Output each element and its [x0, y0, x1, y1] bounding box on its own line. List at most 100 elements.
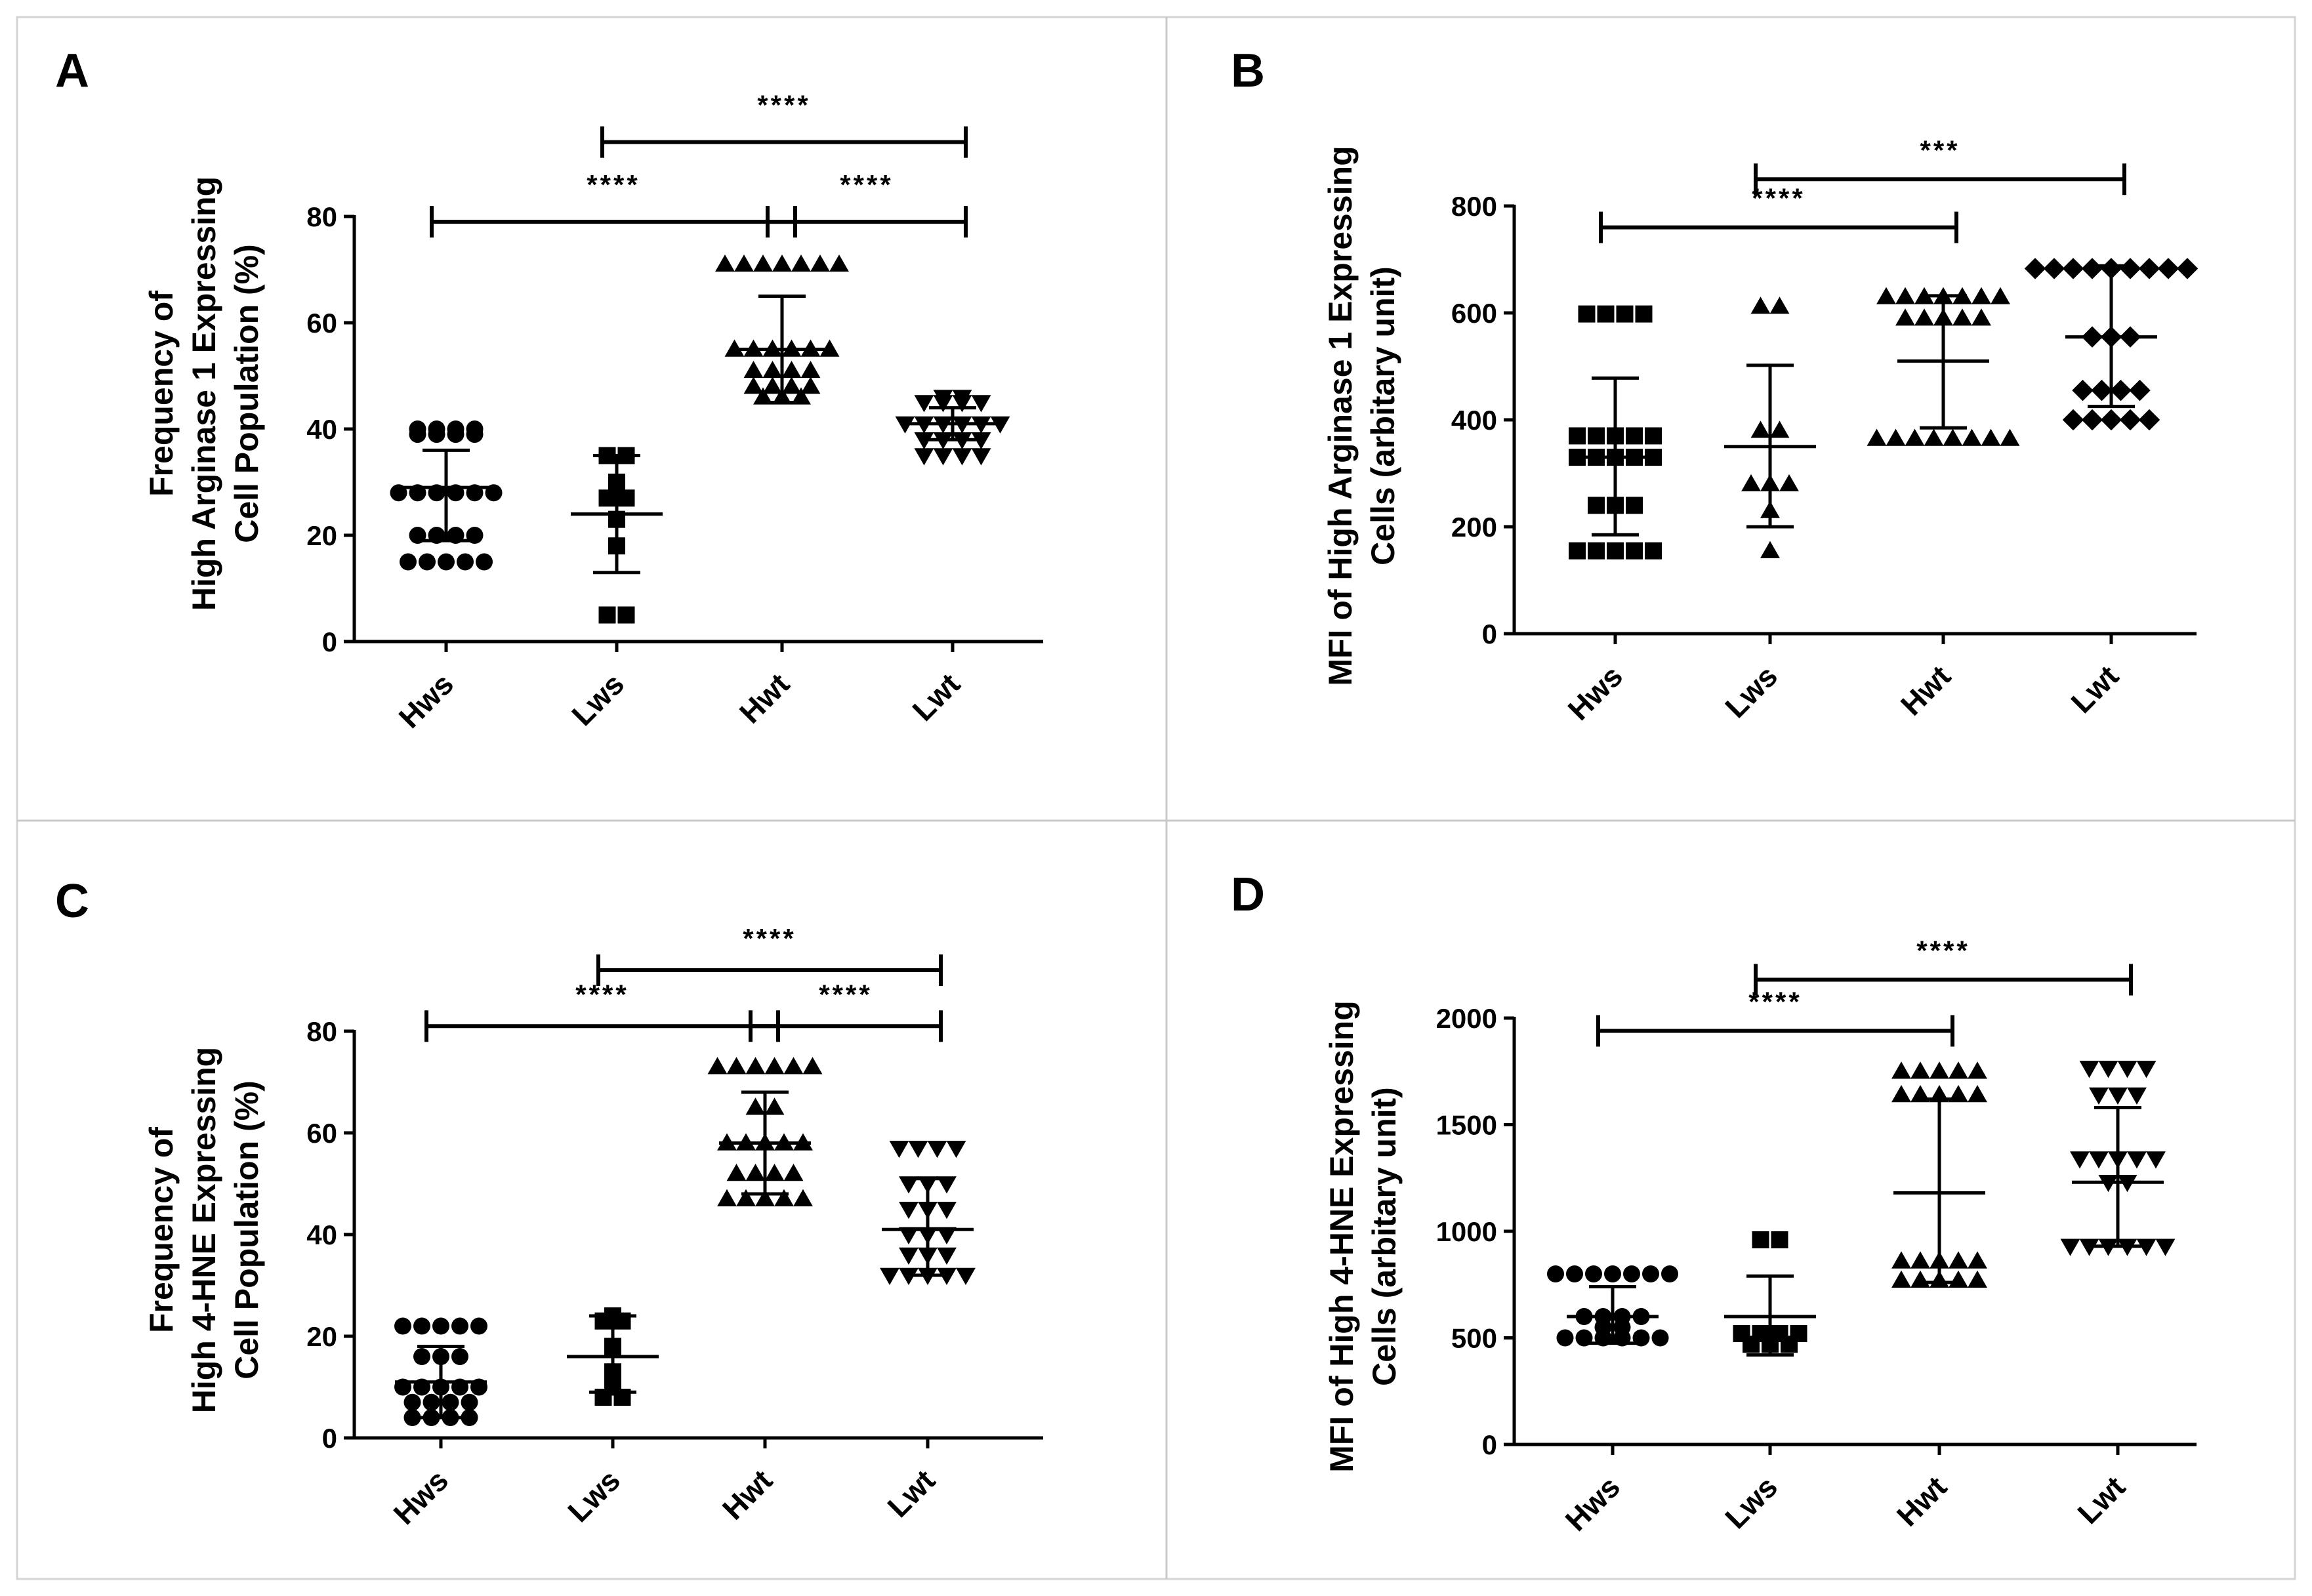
data-point — [783, 1057, 804, 1074]
data-point — [1876, 287, 1896, 304]
data-point — [1910, 1061, 1930, 1079]
data-point — [2119, 409, 2141, 431]
data-point — [1771, 1231, 1788, 1248]
data-point — [956, 1267, 976, 1285]
data-point — [971, 448, 991, 466]
panel-b: B MFI of High Arginase 1 Expressing Cells… — [1231, 45, 2198, 727]
panel-c: C Frequency of High 4-HNE Expressing Cell … — [55, 875, 1043, 1531]
data-point — [466, 527, 484, 544]
data-point — [781, 377, 802, 394]
data-point — [717, 1189, 737, 1206]
data-point — [1971, 287, 1991, 304]
data-point — [715, 254, 735, 272]
data-point — [880, 1267, 899, 1285]
panel-a: A Frequency of High Arginase 1 Expressing… — [55, 45, 1043, 735]
data-point — [2129, 379, 2151, 401]
data-point — [2110, 379, 2132, 401]
data-point — [1891, 1251, 1911, 1269]
data-point — [1968, 1251, 1987, 1269]
y-tick-label: 0 — [322, 1423, 337, 1454]
data-point — [403, 1409, 421, 1426]
data-point — [707, 1057, 728, 1074]
data-point — [2070, 1151, 2090, 1169]
data-point — [937, 1202, 957, 1219]
data-point — [432, 1317, 449, 1335]
data-point — [952, 390, 972, 407]
data-point — [2024, 258, 2046, 279]
data-point — [1991, 287, 2010, 304]
data-point — [914, 395, 934, 413]
data-point — [461, 1393, 478, 1411]
data-point — [753, 387, 773, 405]
data-point — [1968, 1061, 1987, 1079]
data-point — [1733, 1325, 1750, 1342]
data-point — [413, 1317, 430, 1335]
data-point — [971, 432, 991, 450]
data-point — [1547, 1265, 1564, 1282]
data-point — [908, 1141, 928, 1158]
significance-label: *** — [1920, 134, 1960, 165]
data-point — [1661, 1265, 1678, 1282]
y-tick-label: 0 — [1482, 619, 1497, 649]
data-point — [895, 416, 915, 434]
significance-label: **** — [757, 90, 810, 121]
data-point — [2108, 1087, 2128, 1105]
significance-label: **** — [575, 979, 629, 1010]
y-tick-label: 500 — [1451, 1323, 1497, 1354]
data-point — [1741, 474, 1761, 492]
data-point — [762, 377, 783, 394]
data-point — [1575, 1329, 1593, 1347]
y-axis-title-line: Cell Population (%) — [228, 1080, 265, 1380]
data-point — [2000, 428, 2020, 446]
data-point — [2146, 1151, 2166, 1169]
panel-c-y-axis-title: Frequency of High 4-HNE Expressing Cell Po… — [143, 1047, 265, 1413]
data-point — [2100, 409, 2122, 431]
data-point — [1597, 305, 1615, 323]
data-point — [2043, 258, 2065, 279]
data-point — [1962, 428, 1982, 446]
data-point — [1867, 428, 1887, 446]
data-point — [743, 377, 764, 394]
data-point — [2091, 379, 2113, 401]
panel-d-letter: D — [1231, 869, 1265, 921]
panel-b-y-axis-title: MFI of High Arginase 1 Expressing Cells (… — [1322, 146, 1401, 685]
data-point — [1626, 427, 1643, 445]
data-point — [800, 360, 821, 379]
data-point — [745, 1097, 766, 1115]
data-point — [617, 606, 635, 624]
data-point — [476, 553, 493, 571]
data-point — [438, 553, 455, 571]
data-point — [914, 432, 934, 450]
data-point — [1769, 420, 1790, 438]
data-point — [990, 416, 1010, 434]
data-point — [2157, 258, 2179, 279]
data-point — [461, 1409, 478, 1426]
y-axis-title-line: High 4-HNE Expressing — [186, 1047, 222, 1413]
data-point — [1779, 474, 1799, 492]
data-point — [1968, 1270, 1987, 1288]
significance-label: **** — [819, 979, 872, 1010]
data-point — [802, 1057, 823, 1074]
y-axis-title-line: Frequency of — [143, 291, 180, 497]
data-point — [2098, 1061, 2118, 1078]
data-point — [889, 1141, 909, 1158]
data-point — [598, 606, 616, 624]
data-point — [1588, 542, 1605, 560]
data-point — [899, 1202, 919, 1219]
data-point — [1623, 1265, 1640, 1282]
data-point — [745, 1164, 766, 1181]
data-point — [1645, 542, 1662, 560]
data-point — [2127, 1151, 2147, 1169]
data-point — [2119, 258, 2141, 279]
data-point — [457, 553, 474, 571]
data-point — [1910, 1251, 1930, 1269]
significance-label: **** — [840, 169, 893, 200]
y-axis-title-line: Cells (arbitary unit) — [1366, 1087, 1403, 1386]
data-point — [394, 1317, 411, 1335]
y-tick-label: 600 — [1451, 298, 1497, 329]
data-point — [745, 1057, 766, 1074]
data-point — [2138, 409, 2160, 431]
y-tick-label: 0 — [322, 626, 337, 657]
data-point — [914, 448, 934, 466]
